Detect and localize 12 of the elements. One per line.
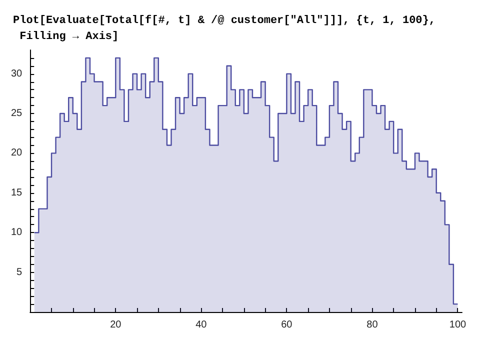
chart-title: Plot[Evaluate[Total[f[#, t] & /@ customer["All"]]], {t, 1, 100}, Filling → Axis]: [13, 14, 436, 43]
x-tick-label: 40: [196, 320, 208, 330]
x-tick-label: 20: [110, 320, 122, 330]
y-tick-label: 30: [11, 68, 23, 80]
y-tick-label: 15: [11, 187, 23, 198]
y-tick-label: 5: [16, 266, 23, 278]
y-tick-label: 25: [11, 108, 23, 120]
y-tick-label: 10: [11, 227, 23, 238]
x-tick-label: 80: [366, 320, 378, 330]
x-tick-label: 100: [449, 320, 467, 330]
y-tick-label: 20: [11, 148, 23, 159]
x-tick-label: 60: [281, 320, 293, 330]
